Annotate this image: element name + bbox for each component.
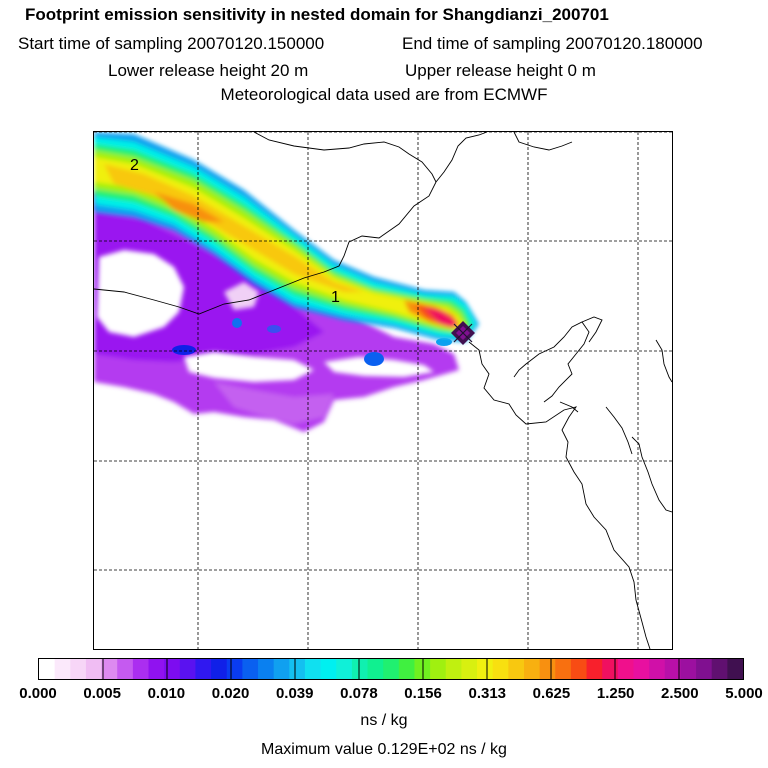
colorbar-swatch — [367, 659, 384, 679]
colorbar-tick-label: 0.020 — [211, 685, 250, 702]
colorbar-swatch — [336, 659, 353, 679]
colorbar-swatch — [101, 659, 118, 679]
colorbar-swatch — [54, 659, 71, 679]
colorbar-swatch — [461, 659, 478, 679]
colorbar-swatch — [304, 659, 322, 679]
colorbar-swatch — [258, 659, 275, 679]
met-data-label: Meteorological data used are from ECMWF — [220, 85, 548, 104]
colorbar-swatch — [70, 659, 87, 679]
colorbar-swatch — [398, 659, 416, 679]
release-point — [451, 321, 475, 345]
colorbar-tick-label: 0.625 — [532, 685, 571, 702]
colorbar-tick-label: 5.000 — [725, 685, 763, 702]
colorbar-swatch — [430, 659, 447, 679]
colorbar-swatch — [132, 659, 150, 679]
colorbar-swatch — [320, 659, 337, 679]
end-time-label: End time of sampling 20070120.180000 — [402, 34, 703, 53]
colorbar-tick-label: 0.313 — [468, 685, 507, 702]
colorbar-units: ns / kg — [360, 712, 408, 729]
colorbar-tick-label: 2.500 — [661, 685, 699, 702]
colorbar-swatch — [85, 659, 103, 679]
colorbar-tick-label: 0.078 — [340, 685, 378, 702]
colorbar-swatch — [539, 659, 556, 679]
colorbar-swatch — [39, 659, 56, 679]
colorbar-swatch — [711, 659, 728, 679]
maximum-value-label: Maximum value 0.129E+02 ns / kg — [261, 741, 507, 758]
start-time-label: Start time of sampling 20070120.150000 — [18, 34, 325, 53]
colorbar-swatch — [148, 659, 165, 679]
contour-label-2: 2 — [130, 157, 139, 174]
low-clear-patch — [97, 250, 434, 382]
colorbar-swatch — [242, 659, 259, 679]
upper-release-label: Upper release height 0 m — [405, 61, 596, 80]
colorbar-swatch — [117, 659, 134, 679]
colorbar-tick-label: 0.156 — [404, 685, 442, 702]
footprint-map: 2 1 — [94, 132, 672, 649]
colorbar — [38, 658, 744, 680]
sensitivity-field — [94, 132, 479, 432]
contour-label-1: 1 — [331, 289, 340, 306]
colorbar-swatch — [570, 659, 588, 679]
lower-release-label: Lower release height 20 m — [108, 61, 309, 80]
colorbar-gradient — [39, 659, 743, 679]
colorbar-tick-labels: 0.000 0.005 0.010 0.020 0.039 0.078 0.156 0.313… — [0, 686, 768, 706]
colorbar-tick-label: 0.000 — [19, 685, 57, 702]
colorbar-swatch — [586, 659, 603, 679]
colorbar-tick-label: 0.010 — [147, 685, 186, 702]
colorbar-swatch — [226, 659, 243, 679]
colorbar-swatch — [492, 659, 509, 679]
colorbar-swatch — [617, 659, 635, 679]
colorbar-swatch — [211, 659, 228, 679]
colorbar-swatch — [164, 659, 181, 679]
colorbar-swatch — [195, 659, 212, 679]
colorbar-swatch — [649, 659, 666, 679]
colorbar-swatch — [633, 659, 650, 679]
plot-title: Footprint emission sensitivity in nested… — [25, 5, 609, 24]
colorbar-tick-label: 1.250 — [596, 685, 635, 702]
colorbar-swatch — [383, 659, 400, 679]
colorbar-swatch — [727, 659, 743, 679]
colorbar-swatch — [273, 659, 290, 679]
colorbar-swatch — [477, 659, 494, 679]
colorbar-swatch — [351, 659, 369, 679]
colorbar-swatch — [289, 659, 306, 679]
colorbar-swatch — [179, 659, 197, 679]
colorbar-swatch — [555, 659, 572, 679]
colorbar-swatch — [664, 659, 682, 679]
colorbar-swatch — [508, 659, 525, 679]
colorbar-swatch — [680, 659, 697, 679]
colorbar-swatch — [523, 659, 541, 679]
coastlines — [94, 132, 672, 649]
colorbar-swatch — [602, 659, 619, 679]
colorbar-tick-label: 0.039 — [275, 685, 314, 702]
colorbar-swatch — [696, 659, 713, 679]
colorbar-tick-label: 0.005 — [83, 685, 121, 702]
graticule — [94, 132, 672, 649]
colorbar-swatch — [445, 659, 462, 679]
map-panel: 2 1 — [93, 131, 673, 650]
